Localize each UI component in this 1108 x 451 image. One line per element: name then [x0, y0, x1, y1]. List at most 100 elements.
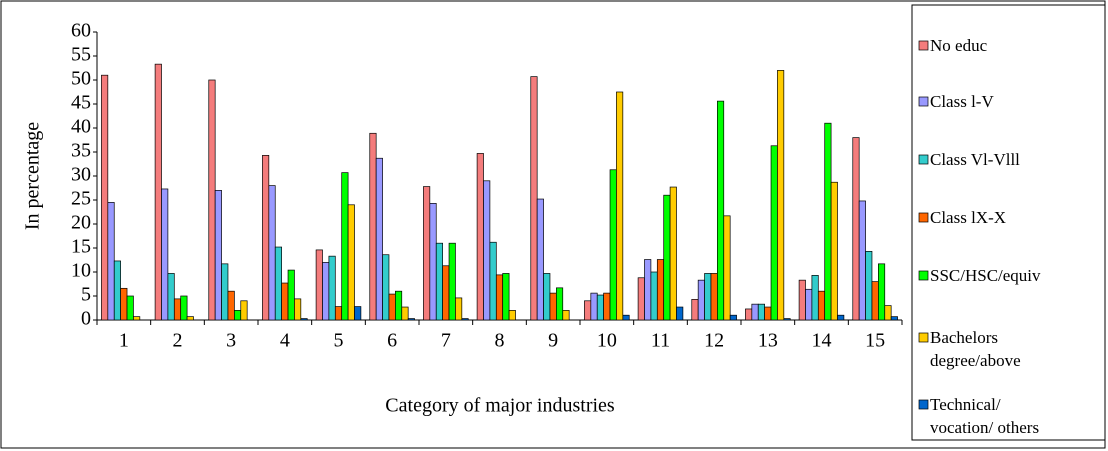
bar [502, 273, 510, 321]
y-tick-label: 15 [71, 236, 91, 258]
y-tick-label: 0 [81, 308, 91, 330]
y-tick-label: 35 [71, 140, 91, 162]
x-tick-label: 4 [280, 330, 290, 352]
y-tick-label: 50 [71, 68, 91, 90]
bar [817, 290, 826, 321]
bar [884, 305, 892, 321]
y-tick-label: 10 [71, 260, 91, 282]
bar [871, 281, 879, 321]
bar [315, 249, 323, 321]
x-tick-label: 10 [597, 330, 617, 352]
bar [240, 300, 248, 321]
bar [395, 290, 403, 321]
bar [824, 122, 832, 321]
bar [723, 215, 731, 321]
x-tick-label: 2 [173, 330, 183, 352]
bar [865, 251, 873, 321]
bar [375, 157, 383, 321]
bar [669, 186, 677, 321]
legend-swatch [918, 212, 929, 223]
bar [347, 204, 355, 321]
bar [294, 298, 302, 321]
bar [281, 282, 289, 321]
bar [161, 188, 169, 321]
bar [274, 246, 282, 321]
bar [234, 310, 242, 321]
x-tick-label: 5 [334, 330, 344, 352]
bar [704, 273, 712, 321]
legend-label: Class l-V [930, 92, 994, 111]
bar [858, 200, 866, 321]
bar [461, 318, 469, 321]
bar [435, 242, 443, 321]
legend-swatch [918, 270, 929, 281]
bar [186, 316, 194, 321]
bar [369, 132, 377, 321]
bar [622, 314, 630, 321]
bar [543, 273, 551, 321]
x-tick-label: 14 [812, 330, 832, 352]
bar [483, 180, 491, 321]
legend-label: SSC/HSC/equiv [930, 266, 1041, 285]
bar [878, 263, 886, 321]
bar [221, 263, 229, 321]
y-tick-label: 5 [81, 284, 91, 306]
bar [798, 279, 806, 321]
bar [751, 303, 759, 321]
bar [328, 255, 336, 321]
bar [442, 265, 450, 321]
bar [562, 310, 570, 321]
x-tick-label: 11 [651, 330, 670, 352]
x-tick-label: 9 [548, 330, 558, 352]
bar [262, 155, 270, 321]
bar [616, 91, 624, 321]
y-tick-label: 40 [71, 116, 91, 138]
bar [476, 153, 484, 321]
bar [644, 259, 652, 321]
bar [590, 292, 598, 321]
legend-swatch [918, 154, 929, 165]
bar [811, 275, 819, 321]
legend-box [911, 4, 1106, 441]
bar [227, 290, 235, 321]
bar [584, 300, 592, 321]
y-tick-label: 55 [71, 44, 91, 66]
bar [650, 271, 658, 321]
legend-label: Class Vl-Vlll [930, 150, 1020, 169]
bar [388, 293, 396, 321]
legend-swatch [918, 332, 929, 343]
legend-label: Bachelors degree/above [930, 328, 1021, 370]
bar [455, 297, 463, 321]
x-axis-title: Category of major industries [385, 395, 615, 417]
bar [382, 254, 390, 321]
y-tick-label: 20 [71, 212, 91, 234]
bar [126, 295, 134, 321]
bar [268, 185, 276, 321]
bar [101, 74, 109, 321]
bar [717, 100, 725, 321]
bar [208, 79, 216, 321]
bar [401, 306, 409, 321]
bar [167, 273, 175, 321]
y-axis-title: In percentage [22, 122, 44, 230]
bar [777, 70, 785, 321]
x-tick-label: 8 [495, 330, 505, 352]
bar [663, 194, 671, 321]
bar [890, 316, 898, 321]
bar [852, 137, 860, 321]
bar [407, 318, 415, 321]
legend-label: Technical/ vocation/ others [930, 395, 1040, 437]
y-tick-label: 60 [71, 20, 91, 42]
legend-swatch [918, 399, 929, 410]
bar [830, 181, 838, 321]
bar [729, 314, 737, 321]
x-tick-label: 13 [758, 330, 778, 352]
bar [536, 198, 544, 321]
bar [423, 186, 431, 321]
legend-swatch [918, 96, 929, 107]
bar [173, 298, 182, 321]
bar [697, 279, 705, 321]
bar [322, 262, 330, 321]
bar [448, 242, 456, 321]
bar [113, 260, 121, 321]
